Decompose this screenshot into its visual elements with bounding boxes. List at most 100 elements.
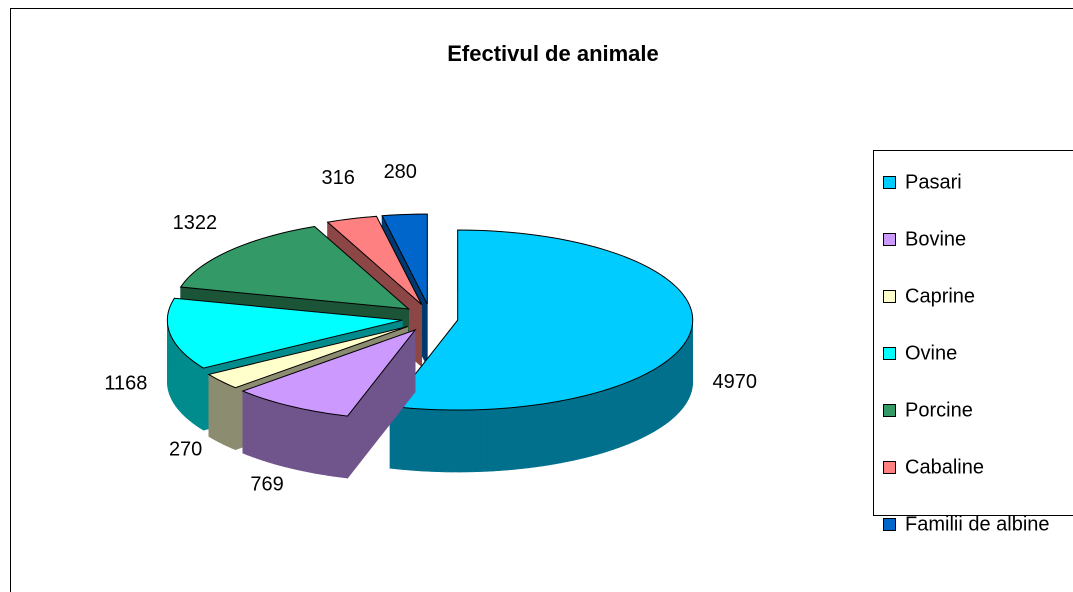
slice-side (183, 353, 188, 419)
slice-side (308, 409, 316, 474)
slice-side (681, 344, 684, 411)
slice-side (340, 414, 348, 479)
slice-side (566, 398, 574, 463)
slice-top (166, 297, 403, 369)
slice-top (389, 229, 694, 411)
slice-side (444, 409, 453, 473)
slice-side (262, 398, 269, 463)
legend-box (873, 150, 1073, 516)
slice-top (179, 225, 411, 310)
slice-side (493, 408, 502, 472)
slice-side (602, 388, 609, 454)
slice-side (507, 407, 516, 471)
slice-side (628, 379, 634, 445)
slice-side (257, 396, 264, 461)
slice-side (579, 395, 586, 460)
legend-label: Bovine (905, 228, 966, 250)
slice-side (252, 394, 258, 460)
slice-side (208, 373, 213, 439)
data-label: 4970 (712, 371, 757, 393)
slice-side (661, 361, 666, 428)
slice-side (267, 399, 275, 465)
slice-side (273, 401, 280, 466)
slice-side (430, 409, 439, 473)
slice-side (637, 375, 643, 441)
legend-label: Cabaline (905, 456, 984, 478)
slice-side (486, 408, 495, 472)
legend-swatch (883, 347, 896, 360)
data-label: 1322 (173, 212, 218, 234)
data-label: 769 (250, 474, 283, 496)
chart-title: Efectivul de animale (447, 41, 659, 66)
slice-side (590, 392, 598, 457)
slice-side (465, 409, 474, 473)
slice-side (547, 401, 555, 466)
data-label: 280 (384, 161, 417, 183)
slice-side (657, 364, 663, 430)
legend-swatch (883, 290, 896, 303)
legend-label: Ovine (905, 342, 957, 364)
slice-side (618, 383, 624, 449)
slice-side (410, 407, 418, 472)
slice-side (607, 387, 614, 452)
slice-side (226, 383, 232, 449)
slice-side (302, 408, 310, 473)
slice-side (296, 407, 304, 472)
slice-side (572, 396, 580, 461)
slice-side (623, 381, 629, 447)
slice-side (424, 408, 432, 472)
slice-side (528, 404, 536, 469)
slice-side (247, 392, 253, 458)
slice-side (186, 355, 191, 422)
slice-side (179, 347, 183, 414)
slice-side (177, 345, 180, 412)
data-label: 270 (169, 439, 202, 461)
slice-side (314, 410, 322, 475)
slice-side (650, 368, 655, 435)
slice-side (668, 356, 672, 423)
legend-label: Familii de albine (905, 513, 1050, 535)
slice-side (181, 350, 185, 417)
slice-top (381, 213, 428, 305)
slice-side (472, 409, 481, 473)
slice-side (458, 409, 467, 473)
slice-top (207, 326, 408, 389)
slice-side (560, 399, 568, 464)
legend-label: Pasari (905, 171, 962, 193)
legend-swatch (883, 404, 896, 417)
slice-side (211, 375, 217, 441)
slice-side (641, 373, 647, 439)
slice-side (189, 358, 194, 424)
slice-side (654, 366, 659, 432)
slice-side (451, 409, 460, 473)
data-label: 1168 (104, 373, 147, 395)
slice-side (678, 346, 682, 413)
slice-side (521, 405, 529, 469)
slice-side (671, 354, 675, 421)
slice-side (541, 402, 549, 467)
slice-side (646, 370, 651, 437)
slice-side (321, 412, 329, 476)
slice-side (222, 381, 228, 447)
slice (241, 328, 417, 479)
slice-top (326, 215, 423, 306)
slice-side (396, 406, 404, 470)
slice-side (664, 359, 669, 425)
legend-label: Caprine (905, 285, 975, 307)
slice-side (334, 414, 342, 478)
legend-swatch (883, 518, 896, 531)
slice-side (284, 404, 292, 469)
slice-side (199, 365, 204, 431)
slice-side (279, 402, 286, 468)
slice-side (500, 407, 509, 471)
legend-label: Porcine (905, 399, 973, 421)
legend-swatch (883, 461, 896, 474)
slice-side (290, 405, 298, 471)
slice-side (437, 409, 446, 473)
slice-side (632, 377, 638, 443)
slice-top (241, 328, 417, 417)
slice-side (584, 393, 592, 459)
data-label: 316 (322, 167, 355, 189)
slice-side (534, 403, 542, 468)
slice-side (417, 408, 425, 472)
